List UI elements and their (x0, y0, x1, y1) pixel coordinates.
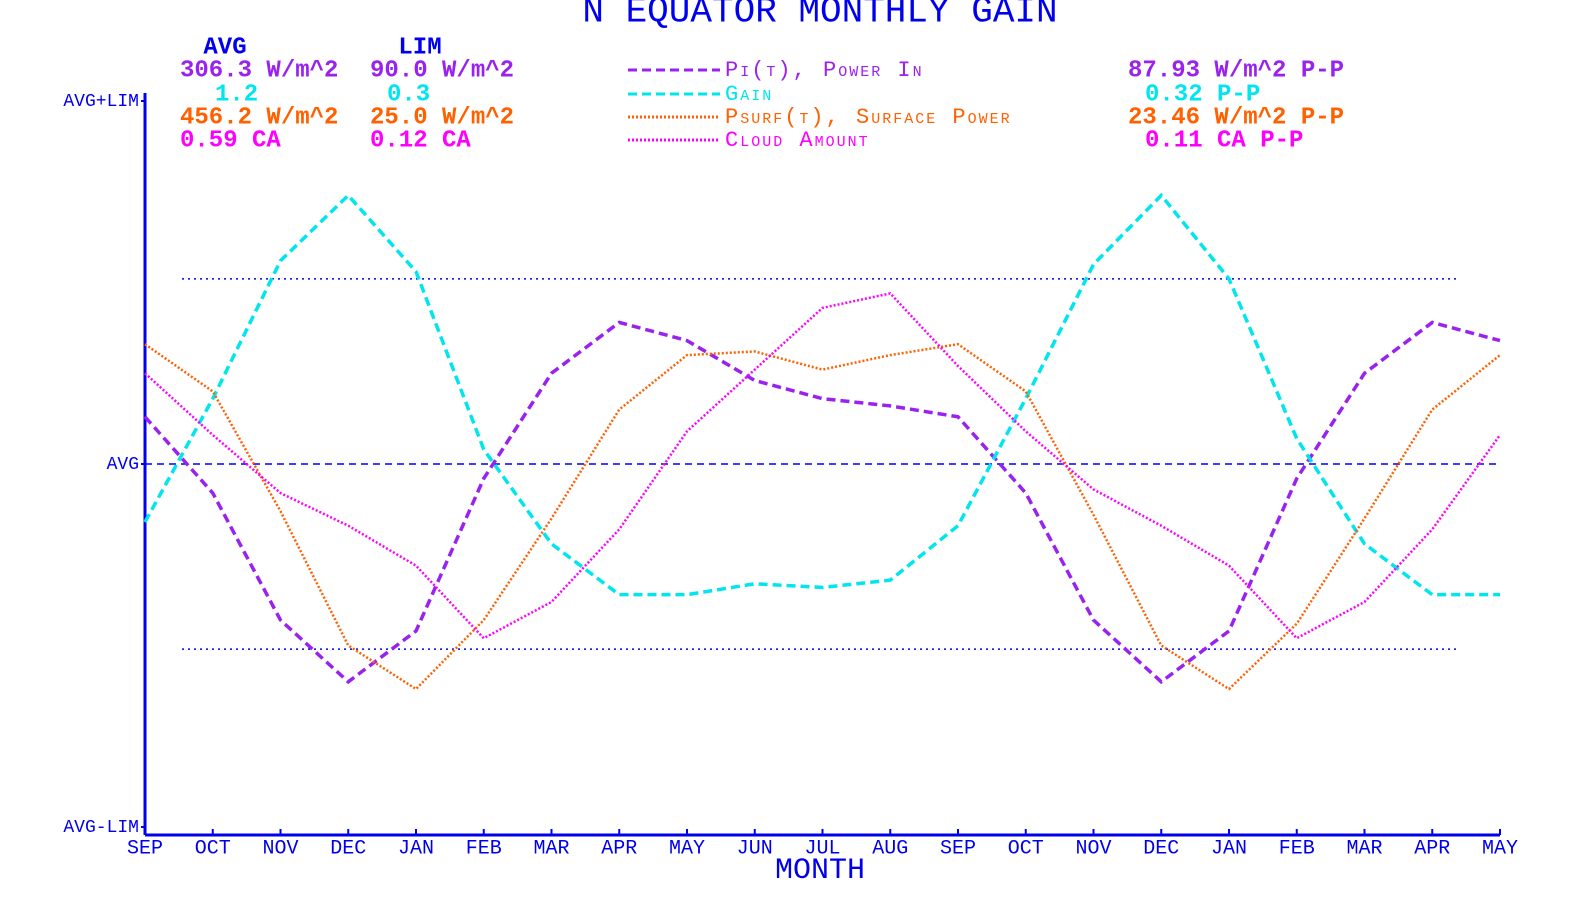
series-line (143, 320, 1501, 685)
stats-lim: 0.3 (387, 81, 430, 108)
x-tick-label: JAN (398, 837, 434, 860)
chart-title: N EQUATOR MONTHLY GAIN (582, 0, 1057, 33)
x-tick-label: FEB (1279, 837, 1315, 860)
x-tick-label: JUL (804, 837, 840, 860)
x-tick-label: MAR (533, 837, 569, 860)
x-tick-label: MAR (1346, 837, 1382, 860)
x-tick-label: MAY (1482, 837, 1518, 860)
stats-header: LIM (398, 34, 441, 61)
x-tick-label: SEP (940, 837, 976, 860)
x-tick-label: DEC (330, 837, 366, 860)
x-tick-label: NOV (262, 837, 298, 860)
x-tick-label: JAN (1211, 837, 1247, 860)
stats-pp: 23.46 W/m^2 P-P (1128, 104, 1344, 131)
stats-avg: 456.2 W/m^2 (180, 104, 338, 131)
stats-header: AVG (203, 34, 246, 61)
stats-pp: 87.93 W/m^2 P-P (1128, 57, 1344, 84)
series-line (144, 342, 1501, 691)
x-tick-label: APR (601, 837, 637, 860)
x-tick-label: FEB (466, 837, 502, 860)
y-tick-label: AVG+LIM (63, 92, 139, 112)
stats-pp: 0.11 CA P-P (1145, 127, 1303, 154)
series-line (143, 192, 1500, 597)
x-tick-label: AUG (872, 837, 908, 860)
x-tick-label: OCT (1008, 837, 1044, 860)
y-tick-label: AVG (107, 455, 139, 475)
x-tick-label: JUN (737, 837, 773, 860)
legend-label: Pi(t), Power In (725, 58, 924, 83)
x-axis-label: MONTH (775, 854, 865, 888)
stats-avg: 306.3 W/m^2 (180, 57, 338, 84)
legend-label: Gain (725, 82, 773, 107)
x-tick-label: DEC (1143, 837, 1179, 860)
legend-label: Psurf(t), Surface Power (725, 105, 1012, 130)
x-tick-label: APR (1414, 837, 1450, 860)
x-tick-label: MAY (669, 837, 705, 860)
stats-pp: 0.32 P-P (1145, 81, 1260, 108)
stats-avg: 0.59 CA (180, 127, 281, 154)
stats-lim: 90.0 W/m^2 (370, 57, 514, 84)
x-tick-label: NOV (1075, 837, 1111, 860)
series-line (144, 292, 1502, 640)
legend-label: Cloud Amount (725, 128, 870, 153)
x-tick-label: OCT (195, 837, 231, 860)
stats-avg: 1.2 (215, 81, 258, 108)
stats-lim: 25.0 W/m^2 (370, 104, 514, 131)
stats-lim: 0.12 CA (370, 127, 471, 154)
y-tick-label: AVG-LIM (63, 818, 139, 838)
x-tick-label: SEP (127, 837, 163, 860)
